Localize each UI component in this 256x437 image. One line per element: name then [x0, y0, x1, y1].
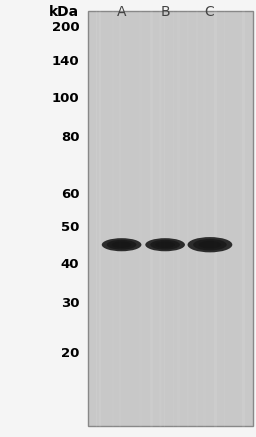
- Ellipse shape: [145, 238, 185, 251]
- Text: kDa: kDa: [49, 5, 79, 19]
- Ellipse shape: [107, 240, 136, 250]
- Text: 60: 60: [61, 188, 79, 201]
- Ellipse shape: [155, 241, 175, 248]
- Text: 140: 140: [52, 55, 79, 68]
- Text: B: B: [160, 5, 170, 19]
- Text: 200: 200: [52, 21, 79, 34]
- Text: 20: 20: [61, 347, 79, 361]
- Text: C: C: [204, 5, 214, 19]
- Text: A: A: [117, 5, 126, 19]
- Ellipse shape: [193, 239, 227, 250]
- Ellipse shape: [150, 240, 180, 250]
- Text: 40: 40: [61, 258, 79, 271]
- Text: 80: 80: [61, 131, 79, 144]
- Ellipse shape: [199, 241, 221, 249]
- Text: 50: 50: [61, 221, 79, 234]
- Ellipse shape: [112, 241, 132, 248]
- Ellipse shape: [187, 237, 232, 253]
- Bar: [88, 11, 253, 426]
- Text: 100: 100: [52, 92, 79, 105]
- Ellipse shape: [102, 238, 141, 251]
- Text: 30: 30: [61, 297, 79, 310]
